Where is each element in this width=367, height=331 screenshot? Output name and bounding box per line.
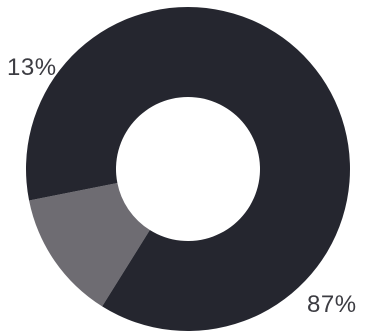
- donut-slice-13: [29, 182, 150, 307]
- donut-slice-87: [26, 7, 350, 331]
- slice-label-87: 87%: [307, 291, 357, 318]
- slice-label-13: 13%: [7, 54, 57, 81]
